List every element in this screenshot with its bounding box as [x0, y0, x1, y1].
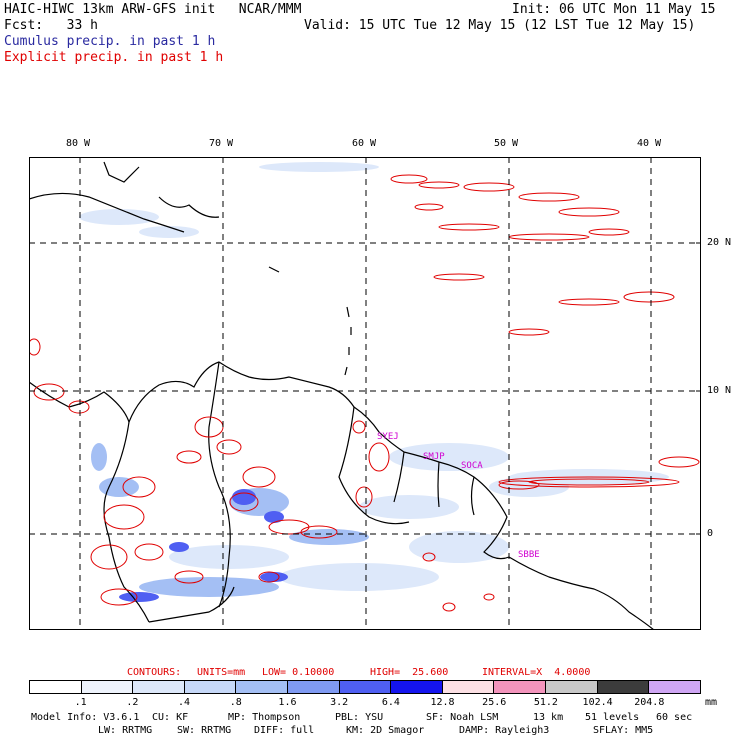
legend-swatch: [339, 681, 392, 693]
legend-swatch: [184, 681, 237, 693]
legend-tick-label: 102.4: [582, 697, 613, 708]
station-sbbe: SBBE: [518, 550, 540, 560]
coastlines: [29, 161, 655, 630]
precip-map: [29, 157, 701, 630]
legend-swatch: [649, 681, 700, 693]
forecast-hour: Fcst: 33 h: [4, 18, 98, 33]
map-frame: [29, 157, 701, 630]
legend-swatch: [81, 681, 134, 693]
legend-tick-label: .4: [178, 697, 191, 708]
model-mp: MP: Thompson: [228, 712, 301, 723]
legend-swatch: [133, 681, 185, 693]
precip-color-legend: [29, 680, 701, 694]
model-levels: 51 levels: [585, 712, 640, 723]
legend-tick-label: 12.8: [430, 697, 455, 708]
legend-tick-label: 25.6: [482, 697, 507, 708]
contours-high: HIGH= 25.600: [370, 667, 449, 678]
legend-swatch: [236, 681, 289, 693]
legend-swatch: [597, 681, 650, 693]
legend-tick-label: 51.2: [533, 697, 558, 708]
legend-tick-label: .2: [126, 697, 139, 708]
legend-tick-label: 204.8: [634, 697, 665, 708]
lon-label-80w: 80 W: [66, 138, 91, 149]
model-cu: CU: KF: [152, 712, 189, 723]
model-sw: SW: RRTMG: [177, 725, 232, 736]
plot-title: HAIC-HIWC 13km ARW-GFS init NCAR/MMM: [4, 2, 302, 17]
lon-label-50w: 50 W: [494, 138, 519, 149]
legend-tick-label: 3.2: [330, 697, 349, 708]
valid-time: Valid: 15 UTC Tue 12 May 15 (12 LST Tue …: [304, 18, 696, 33]
legend-swatch: [494, 681, 547, 693]
model-resolution: 13 km: [533, 712, 564, 723]
legend-swatch: [442, 681, 495, 693]
lat-label-0: 0: [707, 528, 714, 539]
contours-units: UNITS=mm: [197, 667, 246, 678]
legend-tick-label: 6.4: [381, 697, 400, 708]
model-diff: DIFF: full: [254, 725, 315, 736]
legend-swatch: [391, 681, 443, 693]
legend-tick-label: .1: [74, 697, 87, 708]
station-soca: SOCA: [461, 461, 483, 471]
contours-label: CONTOURS:: [127, 667, 182, 678]
model-km: KM: 2D Smagor: [346, 725, 425, 736]
model-timestep: 60 sec: [656, 712, 693, 723]
lon-label-60w: 60 W: [352, 138, 377, 149]
contours-interval: INTERVAL=X 4.0000: [482, 667, 591, 678]
explicit-precip-contours: [29, 174, 700, 612]
lon-label-70w: 70 W: [209, 138, 234, 149]
legend-swatch: [546, 681, 598, 693]
model-damp: DAMP: Rayleigh3: [459, 725, 550, 736]
lat-label-10n: 10 N: [707, 385, 732, 396]
lat-label-20n: 20 N: [707, 237, 732, 248]
init-time: Init: 06 UTC Mon 11 May 15: [512, 2, 716, 17]
legend-unit: mm: [705, 697, 718, 708]
lon-label-40w: 40 W: [637, 138, 662, 149]
cumulus-precip-field: [79, 162, 669, 602]
legend-tick-label: .8: [229, 697, 242, 708]
model-sflay: SFLAY: MM5: [593, 725, 654, 736]
legend-swatch: [30, 681, 82, 693]
lat-lon-grid: [29, 157, 701, 630]
station-syej: SYEJ: [377, 432, 399, 442]
contours-low: LOW= 0.10000: [262, 667, 335, 678]
legend-tick-label: 1.6: [278, 697, 297, 708]
cumulus-precip-label: Cumulus precip. in past 1 h: [4, 34, 216, 49]
legend-swatch: [288, 681, 340, 693]
station-smjp: SMJP: [423, 452, 445, 462]
explicit-precip-label: Explicit precip. in past 1 h: [4, 50, 224, 65]
model-pbl: PBL: YSU: [335, 712, 384, 723]
model-version: Model Info: V3.6.1: [31, 712, 140, 723]
model-lw: LW: RRTMG: [98, 725, 153, 736]
model-sf: SF: Noah LSM: [426, 712, 499, 723]
